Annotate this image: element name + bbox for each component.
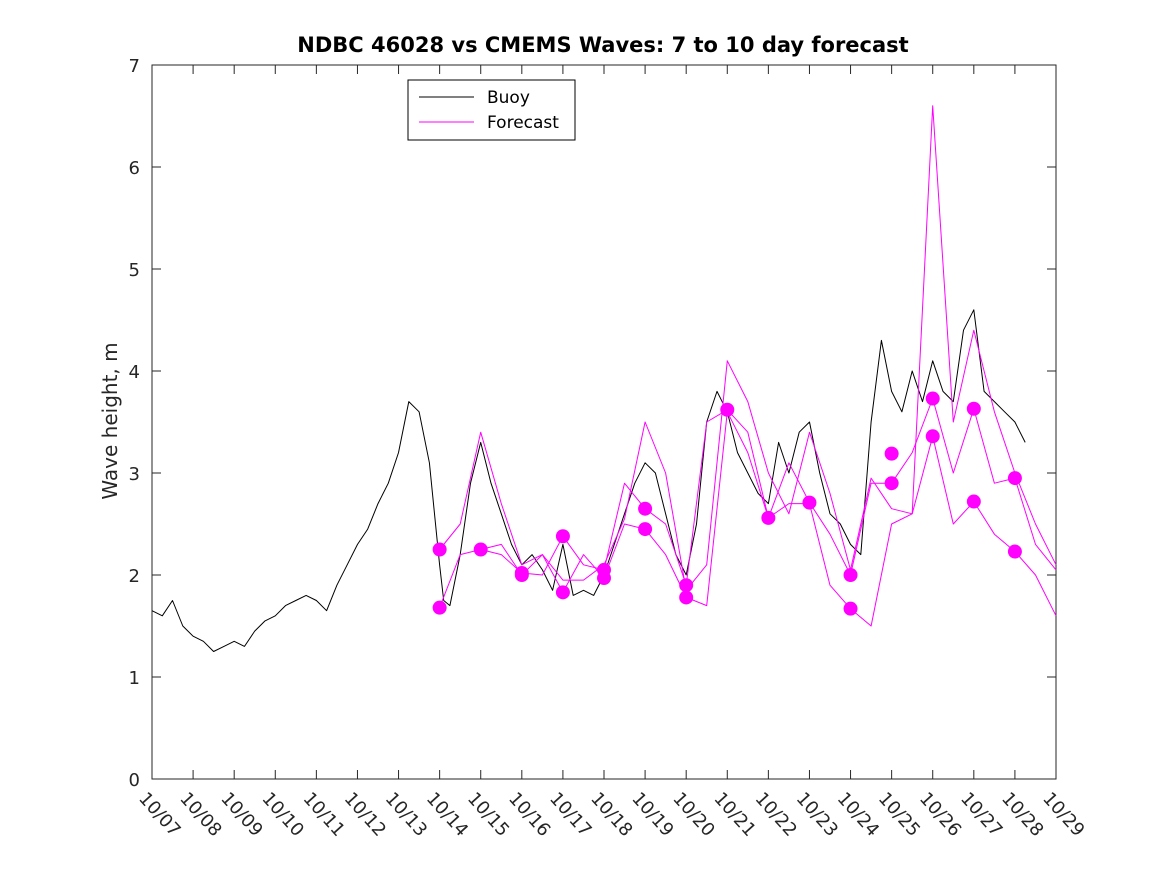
x-tick-label: 10/26 bbox=[915, 788, 965, 841]
forecast-marker-1 bbox=[432, 600, 447, 615]
y-tick-label: 7 bbox=[129, 56, 140, 77]
forecast-marker-20 bbox=[925, 391, 940, 406]
forecast-marker-25 bbox=[1007, 544, 1022, 559]
x-tick-label: 10/15 bbox=[463, 788, 513, 841]
forecast-marker-21 bbox=[925, 429, 940, 444]
forecast-marker-13 bbox=[720, 402, 735, 417]
series-line-forecast-2 bbox=[439, 411, 1057, 627]
x-tick-label: 10/21 bbox=[710, 788, 760, 841]
y-tick-label: 6 bbox=[129, 158, 140, 179]
y-tick-label: 0 bbox=[129, 770, 140, 791]
chart-title: NDBC 46028 vs CMEMS Waves: 7 to 10 day f… bbox=[297, 33, 908, 57]
x-tick-label: 10/12 bbox=[340, 788, 390, 841]
x-tick-label: 10/07 bbox=[134, 788, 184, 841]
legend-label-buoy: Buoy bbox=[487, 88, 530, 108]
forecast-marker-8 bbox=[597, 571, 611, 586]
x-tick-label: 10/24 bbox=[833, 788, 883, 841]
x-tick-label: 10/10 bbox=[258, 788, 308, 841]
forecast-marker-12 bbox=[679, 590, 694, 605]
forecast-marker-11 bbox=[679, 578, 694, 593]
forecast-marker-6 bbox=[555, 585, 570, 600]
forecast-marker-24 bbox=[1007, 471, 1022, 486]
x-tick-label: 10/11 bbox=[299, 788, 349, 841]
x-tick-label: 10/25 bbox=[874, 788, 924, 841]
forecast-marker-9 bbox=[638, 501, 653, 516]
forecast-marker-14 bbox=[761, 510, 776, 525]
forecast-marker-0 bbox=[432, 542, 447, 557]
x-tick-label: 10/23 bbox=[792, 788, 842, 841]
forecast-marker-16 bbox=[843, 568, 858, 582]
x-tick-label: 10/17 bbox=[545, 788, 595, 841]
y-axis-ticks: 0 1 2 3 4 5 6 7 bbox=[129, 56, 1056, 791]
x-tick-label: 10/22 bbox=[751, 788, 801, 841]
x-tick-label: 10/29 bbox=[1038, 788, 1088, 841]
x-tick-label: 10/27 bbox=[956, 788, 1006, 841]
legend: Buoy Forecast bbox=[407, 79, 576, 141]
y-tick-label: 3 bbox=[129, 464, 140, 485]
forecast-marker-23 bbox=[966, 494, 981, 509]
plot-area bbox=[151, 64, 1057, 780]
x-tick-label: 10/18 bbox=[586, 788, 636, 841]
series-line-buoy-0 bbox=[151, 309, 1026, 652]
y-tick-label: 1 bbox=[129, 668, 140, 689]
forecast-marker-5 bbox=[555, 529, 570, 544]
x-tick-label: 10/20 bbox=[668, 788, 718, 841]
y-axis-label: Wave height, m bbox=[98, 342, 122, 499]
x-tick-label: 10/14 bbox=[422, 788, 472, 841]
legend-label-forecast: Forecast bbox=[487, 113, 559, 133]
y-tick-label: 2 bbox=[129, 566, 140, 587]
forecast-marker-2 bbox=[473, 542, 488, 557]
forecast-marker-17 bbox=[843, 601, 858, 616]
y-tick-label: 4 bbox=[129, 362, 140, 383]
series-line-forecast-1 bbox=[439, 105, 1057, 591]
forecast-markers bbox=[432, 391, 1022, 616]
forecast-marker-4 bbox=[514, 568, 529, 582]
forecast-marker-18 bbox=[884, 446, 899, 461]
forecast-marker-22 bbox=[966, 401, 981, 416]
x-axis-ticks: 10/0710/0810/0910/1010/1110/1210/1310/14… bbox=[134, 65, 1089, 841]
x-tick-label: 10/08 bbox=[175, 788, 225, 841]
x-tick-label: 10/16 bbox=[504, 788, 554, 841]
forecast-marker-19 bbox=[884, 476, 899, 491]
forecast-marker-10 bbox=[638, 522, 653, 537]
forecast-marker-15 bbox=[802, 495, 817, 510]
x-tick-label: 10/13 bbox=[381, 788, 431, 841]
series-line-forecast-3 bbox=[480, 398, 1057, 586]
x-tick-label: 10/28 bbox=[997, 788, 1047, 841]
legend-box bbox=[407, 79, 576, 141]
y-tick-label: 5 bbox=[129, 260, 140, 281]
x-tick-label: 10/19 bbox=[627, 788, 677, 841]
x-tick-label: 10/09 bbox=[216, 788, 266, 841]
